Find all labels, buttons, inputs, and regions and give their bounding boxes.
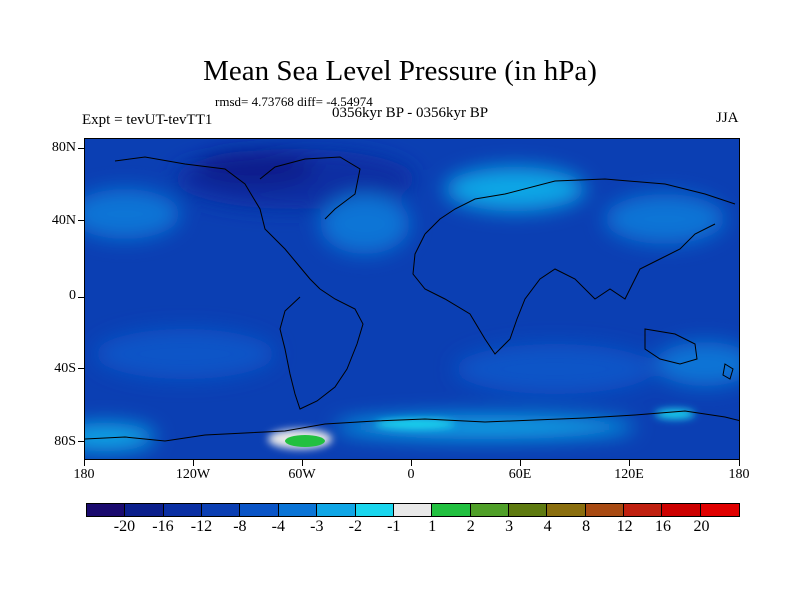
anomaly-antarctic-east bbox=[335, 415, 635, 439]
colorbar-level-label: 3 bbox=[505, 518, 514, 535]
colorbar-segment bbox=[202, 504, 241, 516]
colorbar-segment bbox=[87, 504, 126, 516]
lon-label-180w: 180 bbox=[73, 467, 95, 482]
lon-label-120w: 120W bbox=[175, 467, 211, 482]
anomaly-south-pacific bbox=[95, 329, 275, 379]
experiment-label: Expt = tevUT-tevTT1 bbox=[82, 112, 213, 128]
rmsd-diff-stats: rmsd= 4.73768 diff= -4.54974 bbox=[215, 94, 373, 109]
anomaly-peninsula-positive bbox=[285, 435, 325, 447]
lat-label-40s: 40S bbox=[54, 361, 76, 376]
lat-tick bbox=[78, 441, 84, 442]
colorbar-level-label: -1 bbox=[387, 518, 401, 535]
colorbar-segment bbox=[547, 504, 586, 516]
colorbar-segment bbox=[125, 504, 164, 516]
anomaly-east-asia bbox=[605, 194, 725, 244]
colorbar-segment bbox=[624, 504, 663, 516]
colorbar bbox=[86, 503, 740, 517]
colorbar-level-label: 4 bbox=[543, 518, 552, 535]
colorbar-segment bbox=[470, 504, 509, 516]
lat-label-0: 0 bbox=[69, 288, 76, 303]
colorbar-level-label: -12 bbox=[190, 518, 213, 535]
lat-tick bbox=[78, 368, 84, 369]
colorbar-segment bbox=[700, 504, 740, 516]
lon-tick bbox=[520, 460, 521, 466]
colorbar-segment bbox=[240, 504, 279, 516]
colorbar-level-label: -20 bbox=[113, 518, 136, 535]
lon-tick bbox=[411, 460, 412, 466]
colorbar-segment bbox=[355, 504, 394, 516]
colorbar-level-label: 8 bbox=[582, 518, 591, 535]
anomaly-tasman bbox=[655, 342, 739, 386]
lat-tick bbox=[78, 148, 84, 149]
colorbar-segment bbox=[508, 504, 548, 516]
colorbar-segment bbox=[317, 504, 356, 516]
anomaly-eurasia-band bbox=[445, 167, 585, 211]
coastlines bbox=[85, 156, 739, 442]
lon-tick bbox=[629, 460, 630, 466]
anomaly-blobs bbox=[85, 149, 739, 451]
colorbar-segment bbox=[432, 504, 471, 516]
period-subtitle: 0356kyr BP - 0356kyr BP bbox=[331, 105, 489, 121]
lat-label-80s: 80S bbox=[54, 434, 76, 449]
lon-label-180e: 180 bbox=[728, 467, 750, 482]
colorbar-level-label: 20 bbox=[693, 518, 710, 535]
lat-tick bbox=[78, 220, 84, 221]
anomaly-north-atlantic bbox=[320, 194, 410, 254]
map-title: Mean Sea Level Pressure (in hPa) bbox=[203, 55, 597, 87]
colorbar-segment bbox=[163, 504, 203, 516]
colorbar-segment bbox=[585, 504, 625, 516]
colorbar-level-label: -2 bbox=[348, 518, 362, 535]
lon-tick bbox=[739, 460, 740, 466]
colorbar-level-label: 2 bbox=[466, 518, 475, 535]
anomaly-south-indian bbox=[455, 344, 655, 394]
lat-label-40n: 40N bbox=[51, 213, 76, 228]
colorbar-level-label: -4 bbox=[271, 518, 285, 535]
lon-tick bbox=[193, 460, 194, 466]
colorbar-segment bbox=[393, 504, 433, 516]
colorbar-level-label: -8 bbox=[233, 518, 247, 535]
lon-tick bbox=[84, 460, 85, 466]
lon-label-0: 0 bbox=[407, 467, 415, 482]
pressure-map bbox=[85, 139, 739, 459]
lon-label-60w: 60W bbox=[288, 467, 316, 482]
lat-label-80n: 80N bbox=[51, 140, 76, 155]
colorbar-level-label: 12 bbox=[616, 518, 633, 535]
lat-tick bbox=[78, 297, 84, 298]
colorbar-level-label: 16 bbox=[655, 518, 672, 535]
season-label: JJA bbox=[716, 110, 739, 126]
anomaly-north-pacific bbox=[85, 189, 180, 239]
map-plot-area bbox=[84, 138, 740, 460]
colorbar-segment bbox=[662, 504, 701, 516]
lon-label-120e: 120E bbox=[614, 467, 644, 482]
colorbar-level-label: 1 bbox=[428, 518, 437, 535]
colorbar-segment bbox=[278, 504, 318, 516]
lon-label-60e: 60E bbox=[508, 467, 532, 482]
colorbar-level-label: -16 bbox=[152, 518, 174, 535]
colorbar-level-label: -3 bbox=[310, 518, 324, 535]
anomaly-arctic-deep bbox=[195, 151, 315, 187]
lon-tick bbox=[302, 460, 303, 466]
